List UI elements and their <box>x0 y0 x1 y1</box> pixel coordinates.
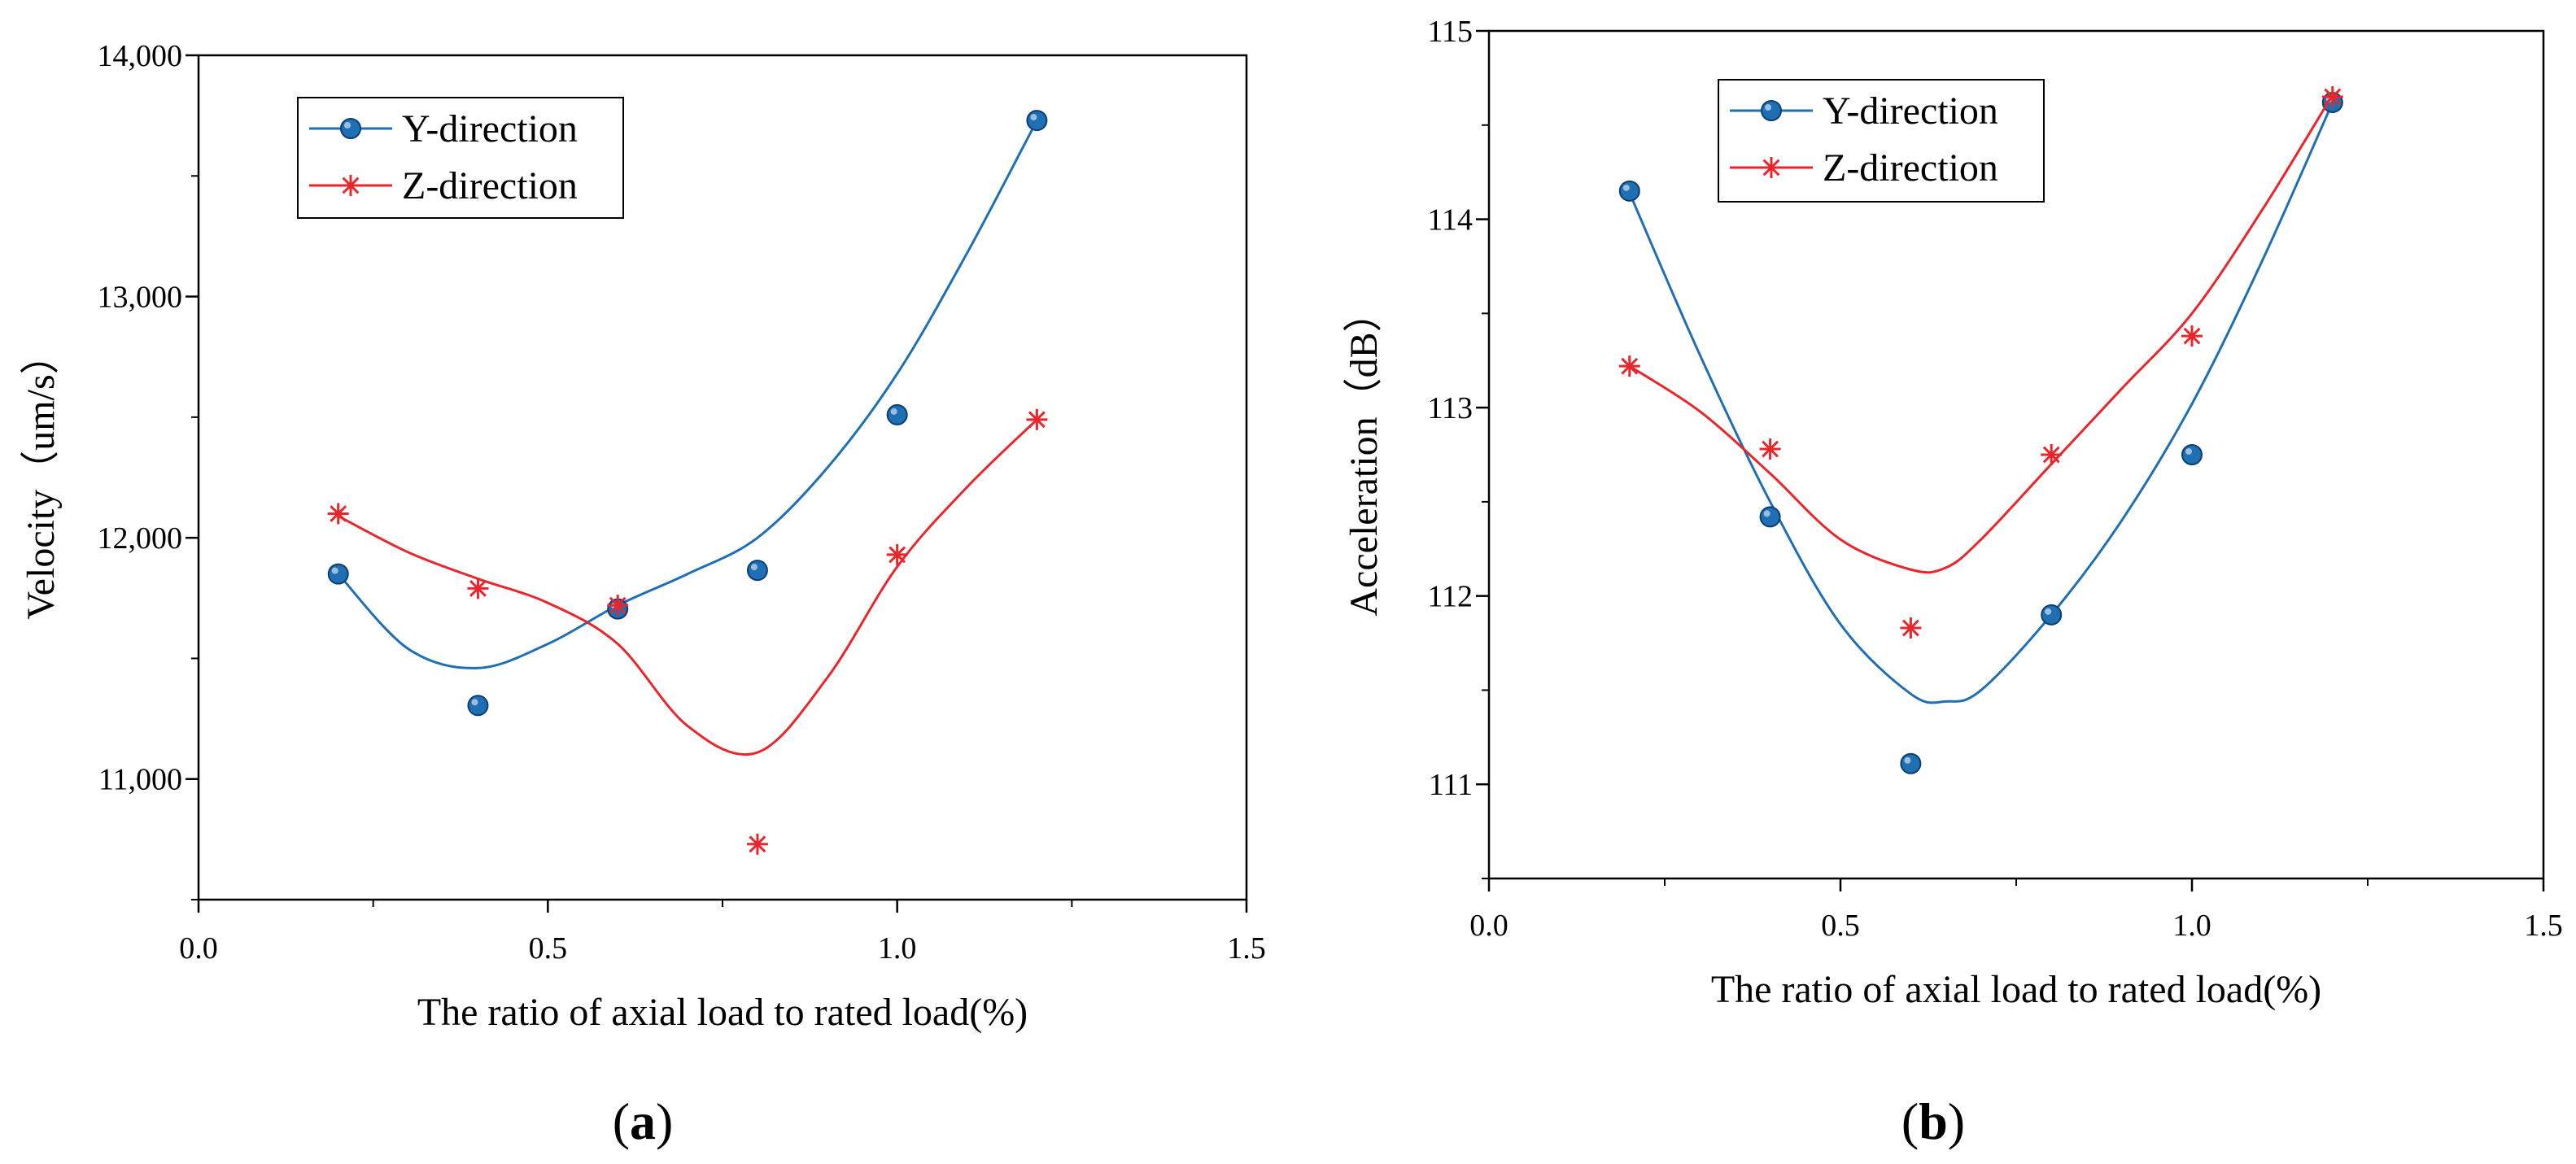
y-axis-label: Velocity（um/s） <box>20 335 63 619</box>
fit-line-z-direction <box>338 418 1038 756</box>
panel-b: 0.0 0.5 1.0 1.5 111 112 113 114 115 The ratio of … <box>1343 15 2563 1150</box>
x-axis-label: The ratio of axial load to rated load(%) <box>417 991 1028 1034</box>
data-point-z-direction <box>1618 355 1640 377</box>
x-tick-label: 0.5 <box>1821 909 1860 943</box>
data-point-z-direction <box>1026 408 1048 430</box>
data-point-y-direction-highlight <box>1030 114 1037 121</box>
x-tick-label: 1.5 <box>1227 931 1266 966</box>
y-tick-label: 112 <box>1427 580 1473 614</box>
legend-label: Y-direction <box>402 107 578 150</box>
data-point-y-direction <box>746 560 768 582</box>
data-point-y-direction <box>1759 506 1781 528</box>
data-point-y-direction <box>327 563 349 585</box>
data-point-y-direction-highlight <box>750 564 758 571</box>
data-point-y-direction <box>2041 604 2063 626</box>
y-tick-label: 113 <box>1427 391 1473 425</box>
data-point-z-direction <box>2321 86 2343 108</box>
data-point-z-direction <box>886 543 908 565</box>
data-point-y-direction-highlight <box>2045 608 2052 615</box>
panel-a: 0.0 0.5 1.0 1.5 11,000 12,000 13,000 14,000 The … <box>20 39 1266 1150</box>
y-axis-label: Acceleration（dB） <box>1343 293 1386 616</box>
data-point-y-direction-highlight <box>471 699 478 706</box>
fit-line-z-direction <box>1628 94 2334 574</box>
data-point-z-direction <box>607 595 629 617</box>
legend-box <box>1718 79 2045 203</box>
data-point-z-direction <box>746 833 768 855</box>
fit-line-y-direction <box>1628 102 2334 704</box>
legend-label: Z-direction <box>1823 146 1998 190</box>
legend-marker <box>1761 157 1782 178</box>
y-tick-label: 13,000 <box>98 281 183 315</box>
panel-label: (a) <box>613 1092 674 1150</box>
data-point-y-direction <box>1026 110 1048 132</box>
data-point-y-direction <box>2181 444 2203 465</box>
x-tick-label: 0.0 <box>1469 909 1508 943</box>
data-point-y-direction <box>886 403 908 425</box>
data-point-y-direction-highlight <box>1763 510 1770 517</box>
legend-marker-highlight <box>1765 104 1771 111</box>
x-tick-label: 0.0 <box>179 931 218 966</box>
legend-marker <box>340 175 361 196</box>
y-tick-label: 115 <box>1427 15 1473 49</box>
legend-box <box>297 97 624 219</box>
data-point-y-direction-highlight <box>2185 448 2192 455</box>
data-point-y-direction-highlight <box>1904 756 1911 764</box>
data-point-z-direction <box>327 503 349 525</box>
data-point-y-direction <box>1618 180 1640 202</box>
x-axis-label: The ratio of axial load to rated load(%) <box>1711 968 2321 1011</box>
legend-label: Y-direction <box>1823 89 1998 133</box>
legend-marker <box>1761 100 1782 121</box>
data-point-y-direction <box>1900 752 1922 774</box>
data-point-y-direction-highlight <box>890 408 897 415</box>
y-tick-label: 12,000 <box>98 521 183 556</box>
x-tick-label: 1.5 <box>2524 909 2563 943</box>
fit-line-y-direction <box>337 120 1038 669</box>
x-tick-label: 0.5 <box>529 931 568 966</box>
data-point-z-direction <box>467 578 489 599</box>
legend-label: Z-direction <box>402 164 578 207</box>
y-tick-label: 111 <box>1429 768 1473 802</box>
data-point-z-direction <box>1900 617 1922 639</box>
legend-marker <box>340 118 361 139</box>
data-point-y-direction <box>467 695 489 717</box>
y-tick-label: 11,000 <box>98 763 182 797</box>
data-point-y-direction-highlight <box>1622 184 1630 191</box>
y-tick-label: 114 <box>1427 203 1473 238</box>
data-point-z-direction <box>2041 444 2063 465</box>
y-tick-label: 14,000 <box>98 39 183 73</box>
x-tick-label: 1.0 <box>878 931 917 966</box>
x-tick-label: 1.0 <box>2172 909 2211 943</box>
legend-marker-highlight <box>344 122 351 129</box>
data-point-z-direction <box>2181 325 2203 347</box>
data-point-z-direction <box>1759 438 1781 460</box>
panel-label: (b) <box>1901 1092 1965 1150</box>
data-point-y-direction-highlight <box>331 567 338 574</box>
